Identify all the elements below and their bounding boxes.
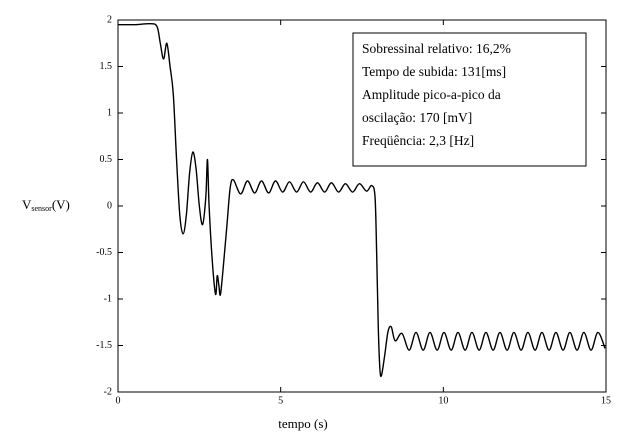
annotation-box	[352, 32, 587, 167]
y-tick-label: -2	[104, 386, 112, 397]
y-tick-label: 1	[107, 107, 112, 118]
y-tick-label: 1.5	[100, 61, 113, 72]
y-title-unit: (V)	[52, 197, 70, 212]
x-tick-label: 15	[601, 395, 611, 406]
y-tick-label: 2	[107, 14, 112, 25]
x-tick-label: 10	[438, 395, 448, 406]
signal-line	[117, 22, 606, 378]
annotation-line: Amplitude pico-a-pico da	[362, 87, 501, 102]
y-tick-label: -1	[104, 293, 112, 304]
x-axis-title: tempo (s)	[278, 416, 327, 431]
annotation-line: Sobressinal relativo: 16,2%	[362, 41, 511, 56]
x-tick-label: 5	[278, 395, 283, 406]
annotation-line: Freqüência: 2,3 [Hz]	[362, 133, 474, 148]
y-tick-label: -1.5	[96, 340, 112, 351]
annotation: Sobressinal relativo: 16,2% Tempo de subi…	[362, 41, 511, 148]
y-title-sub: sensor	[31, 204, 52, 213]
y-tick-label: 0	[107, 200, 112, 211]
annotation-line: oscilação: 170 [mV]	[362, 110, 472, 125]
y-title-main: V	[22, 197, 32, 212]
x-tick-label: 0	[116, 395, 121, 406]
annotation-line: Tempo de subida: 131[ms]	[362, 64, 506, 79]
y-axis-title: Vsensor(V)	[22, 197, 70, 213]
y-tick-label: -0.5	[96, 247, 112, 258]
y-tick-label: 0.5	[100, 154, 113, 165]
